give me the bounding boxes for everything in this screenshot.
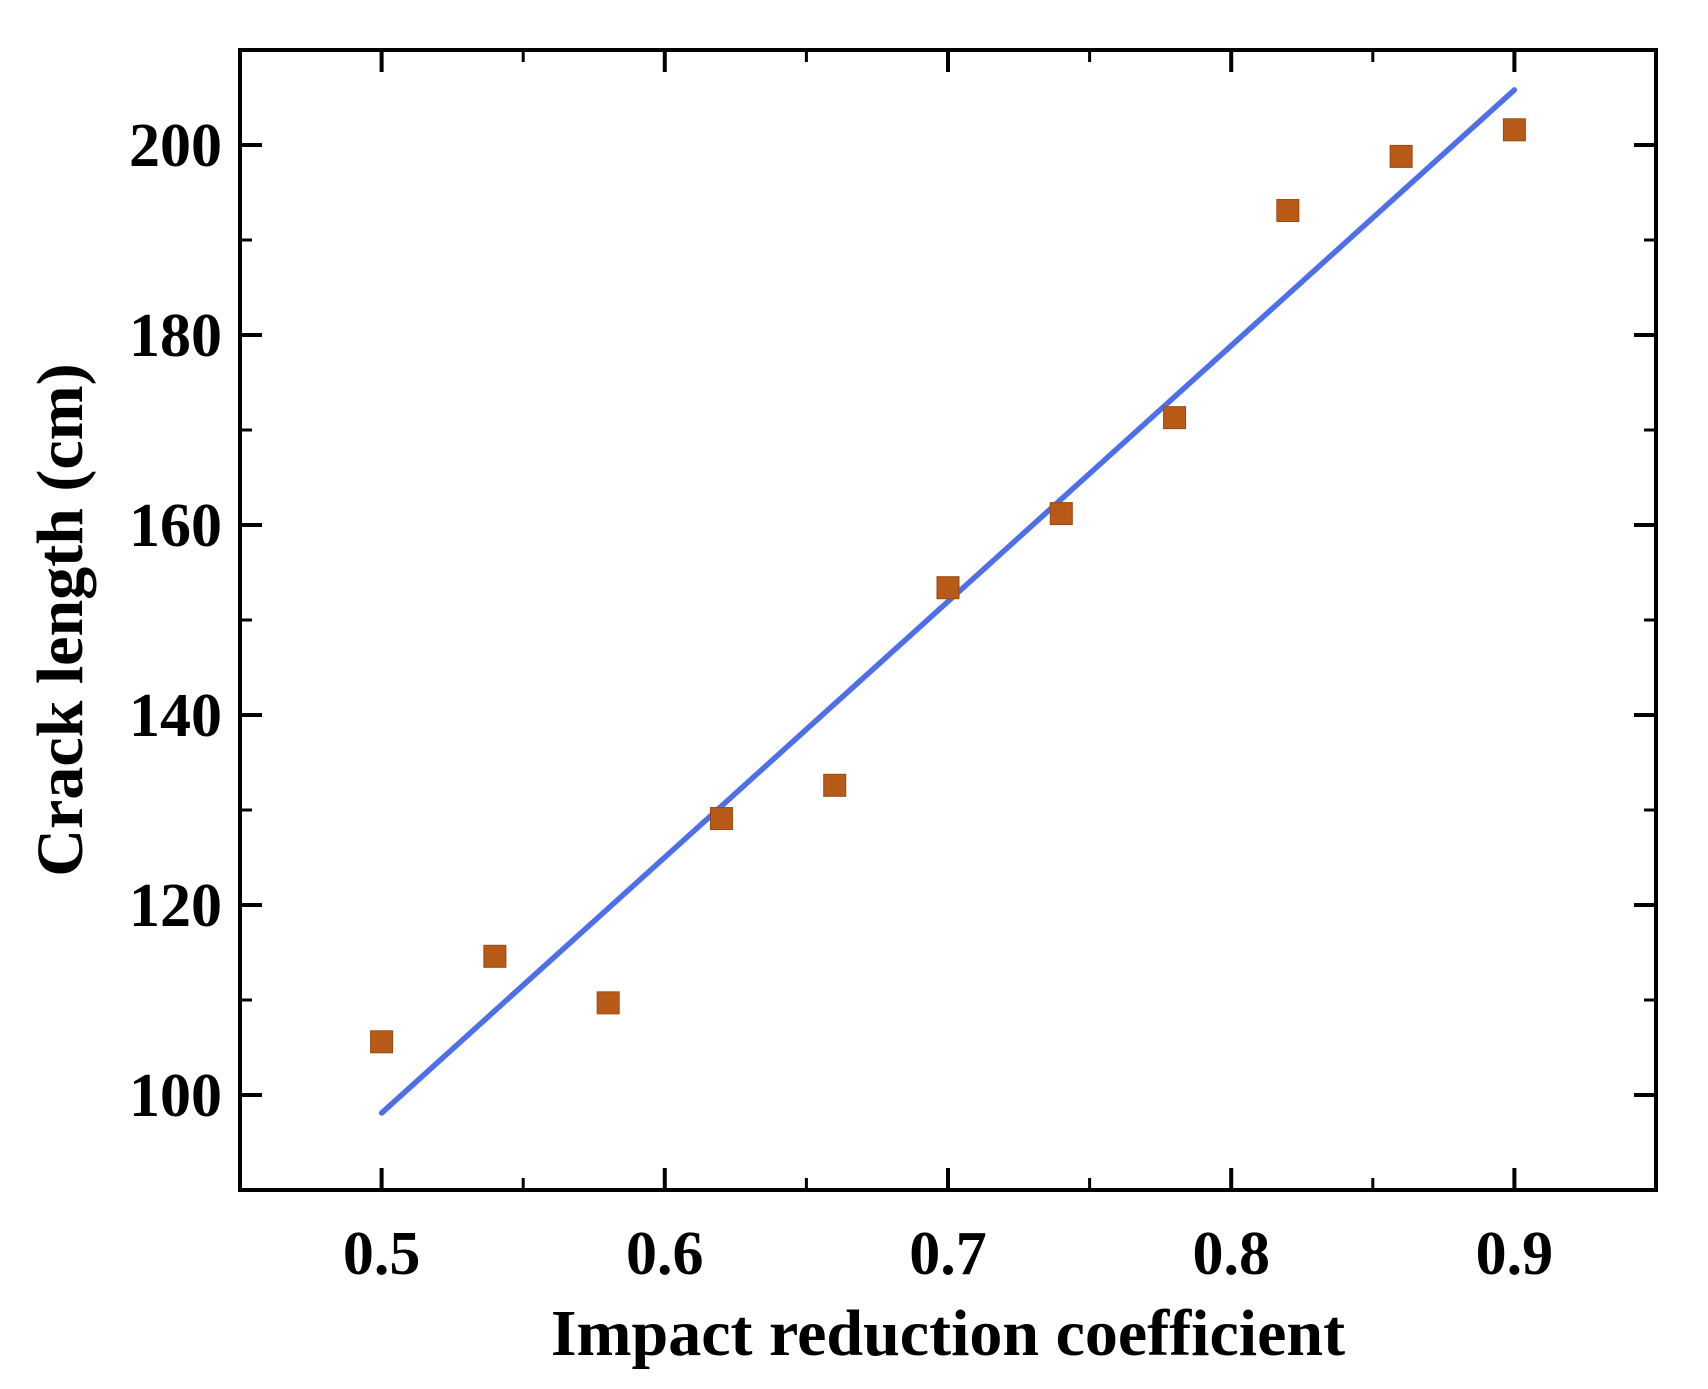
scatter-point <box>709 807 733 831</box>
y-tick-label: 180 <box>129 302 222 370</box>
scatter-point <box>1049 502 1073 526</box>
y-tick-label: 140 <box>129 682 222 750</box>
y-axis-title: Crack length (cm) <box>24 363 97 876</box>
x-tick-label: 0.7 <box>909 1220 987 1288</box>
x-tick-label: 0.6 <box>626 1220 704 1288</box>
x-tick-labels: 0.5 0.6 0.7 0.8 0.9 <box>343 1220 1553 1288</box>
x-tick-label: 0.8 <box>1192 1220 1270 1288</box>
y-tick-label: 200 <box>129 112 222 180</box>
scatter-point <box>1389 144 1413 168</box>
scatter-point <box>823 773 847 797</box>
y-tick-label: 120 <box>129 872 222 940</box>
x-tick-label: 0.9 <box>1476 1220 1554 1288</box>
plot-frame <box>238 48 1658 1192</box>
scatter-points-layer <box>370 118 1526 1054</box>
major-ticks <box>240 50 1656 1190</box>
scatter-point <box>936 576 960 600</box>
x-axis-title: Impact reduction coefficient <box>551 1297 1345 1370</box>
scatter-point <box>596 991 620 1015</box>
scatter-point <box>1163 406 1187 430</box>
x-tick-label: 0.5 <box>343 1220 421 1288</box>
fit-line-layer <box>378 87 1518 1116</box>
y-tick-labels: 100 120 140 160 180 200 <box>129 112 222 1130</box>
linear-fit-line <box>378 87 1518 1116</box>
scatter-point <box>1502 118 1526 142</box>
y-tick-label: 100 <box>129 1062 222 1130</box>
y-tick-label: 160 <box>129 492 222 560</box>
scatter-point <box>1276 199 1300 223</box>
scatter-point <box>483 944 507 968</box>
scatter-point <box>370 1030 394 1054</box>
minor-ticks <box>240 50 1656 1190</box>
